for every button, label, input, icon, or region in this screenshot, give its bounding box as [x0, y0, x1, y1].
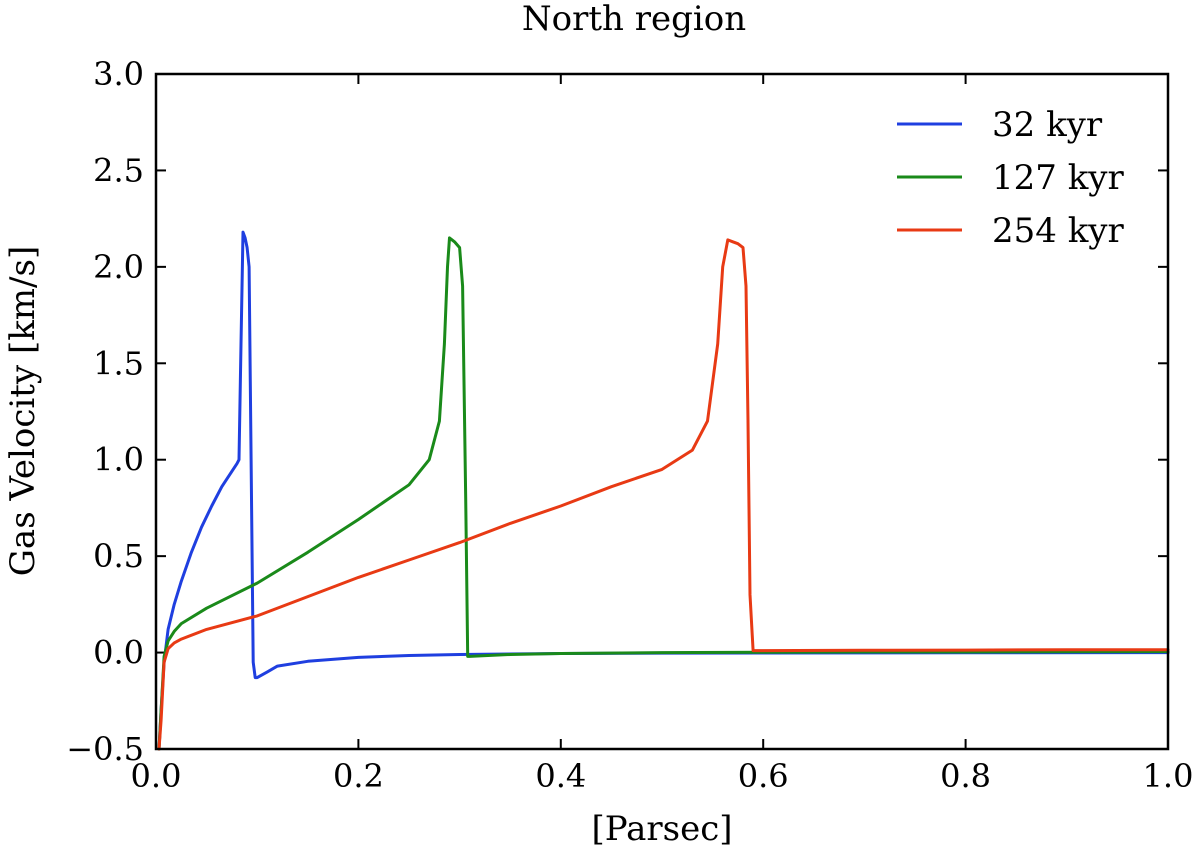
plot-frame — [154, 72, 1170, 751]
y-tick-label: 0.0 — [93, 634, 144, 672]
y-tick-label: 2.5 — [93, 151, 144, 189]
x-axis-label: [Parsec] — [591, 809, 732, 849]
y-tick-label: 0.5 — [93, 537, 144, 575]
x-tick-label: 0.8 — [940, 757, 991, 795]
axis-ticks: 0.0 0.2 0.4 0.6 0.8 1.0−0.50.00.51.01.52.02.5… — [66, 55, 1193, 795]
x-tick-label: 0.2 — [333, 757, 384, 795]
y-tick-label: 2.0 — [93, 248, 144, 286]
y-axis-label: Gas Velocity [km/s] — [3, 246, 43, 576]
plot-series — [157, 230, 1170, 751]
x-tick-label: 0.0 — [131, 757, 182, 795]
y-tick-label: 3.0 — [93, 55, 144, 93]
legend: 32 kyr 127 kyr 254 kyr — [897, 105, 1125, 251]
series-line-32-kyr — [157, 230, 1170, 751]
series-line-254-kyr — [157, 238, 1170, 751]
legend-label: 254 kyr — [992, 211, 1125, 251]
y-tick-label: 1.0 — [93, 441, 144, 479]
legend-label: 32 kyr — [992, 105, 1103, 145]
x-tick-label: 0.6 — [738, 757, 789, 795]
x-tick-label: 1.0 — [1143, 757, 1194, 795]
x-tick-label: 0.4 — [535, 757, 586, 795]
chart-title: North region — [522, 0, 746, 39]
legend-label: 127 kyr — [992, 158, 1125, 198]
y-tick-label: 1.5 — [93, 344, 144, 382]
series-line-127-kyr — [157, 236, 1170, 751]
y-tick-label: −0.5 — [66, 730, 144, 768]
